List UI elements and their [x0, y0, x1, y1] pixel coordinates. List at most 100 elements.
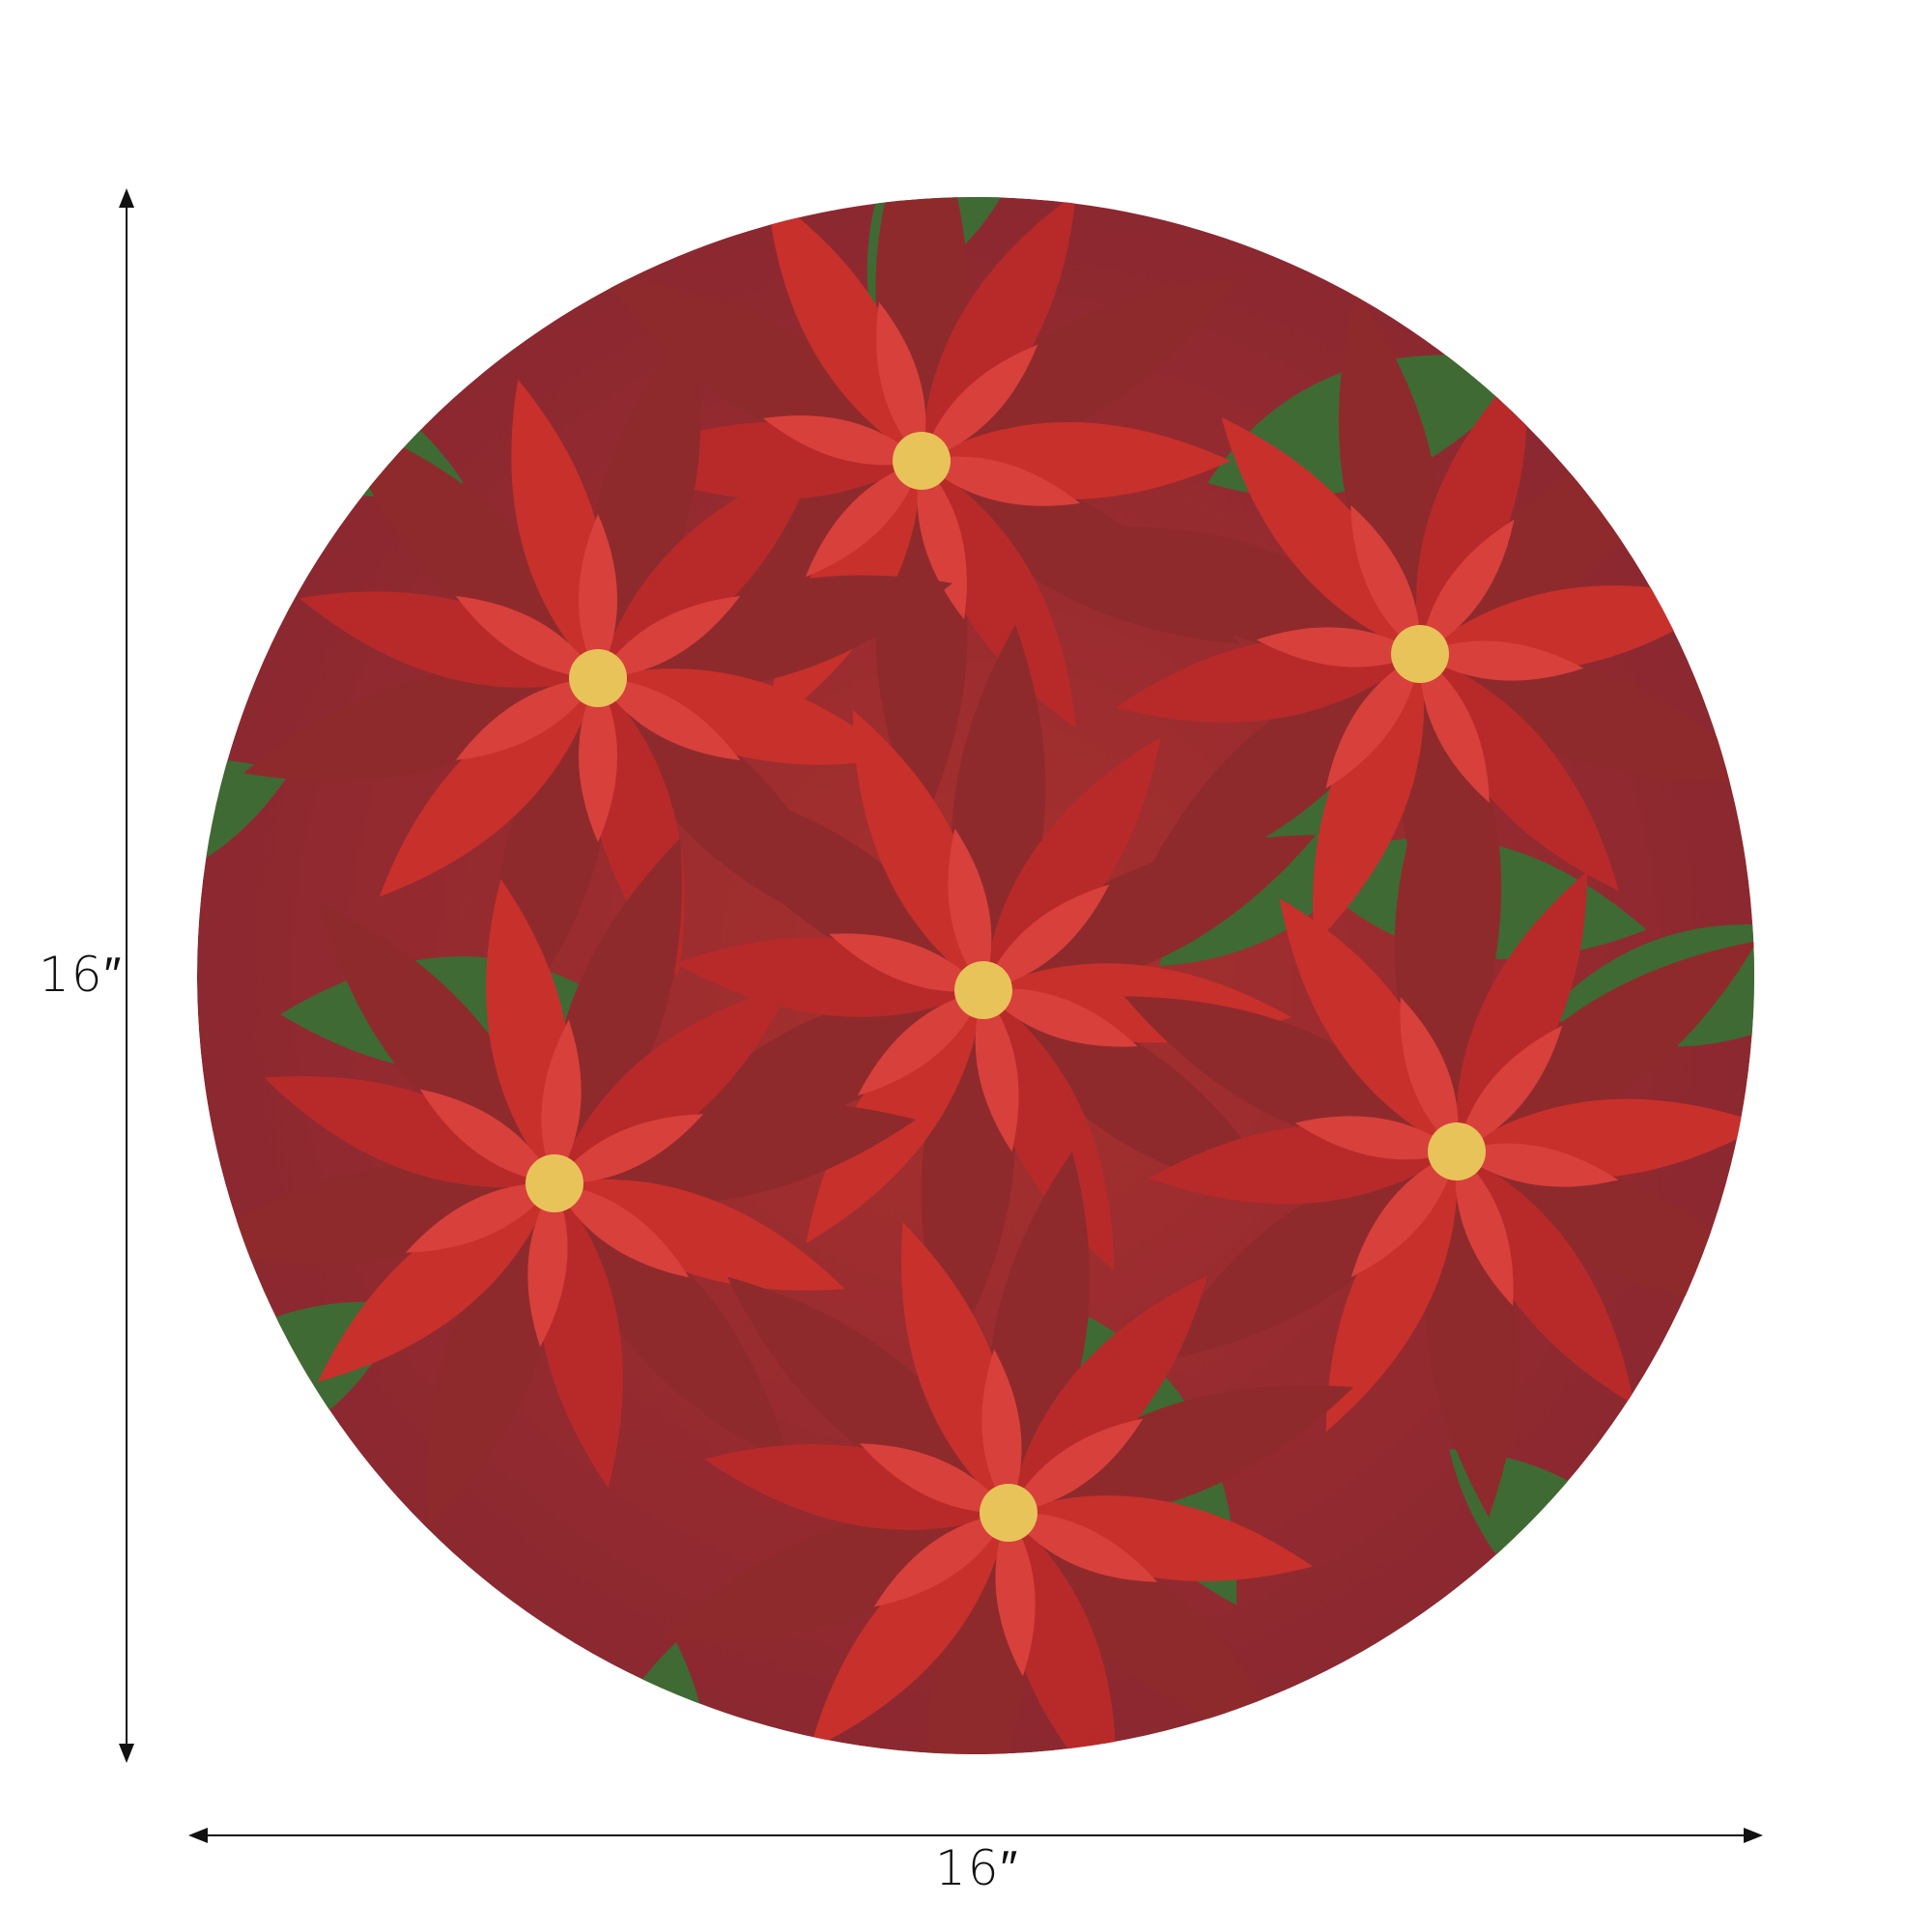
bract — [1325, 654, 1420, 789]
bract — [1256, 627, 1420, 668]
bract — [554, 1114, 704, 1184]
bract — [405, 1182, 554, 1253]
bract — [1457, 941, 1754, 1151]
bract — [554, 984, 792, 1183]
bract — [876, 301, 926, 461]
height-label: 16″ — [39, 947, 124, 1003]
poinsettia-flower — [663, 1151, 1354, 1754]
bract — [1457, 1143, 1619, 1187]
bract — [1138, 654, 1420, 891]
bract — [1009, 1418, 1144, 1513]
bract — [1420, 654, 1619, 892]
bract — [1420, 640, 1584, 681]
bract — [859, 1443, 1009, 1514]
bract — [1419, 654, 1490, 804]
bract — [1294, 1116, 1457, 1160]
bract — [983, 736, 1161, 990]
bract — [541, 1019, 582, 1183]
bract — [1009, 1385, 1354, 1518]
bract — [1155, 1151, 1457, 1362]
bract — [598, 668, 897, 765]
bract — [983, 884, 1110, 990]
width-label: 16″ — [935, 1840, 1020, 1896]
bract — [873, 1513, 1009, 1607]
bract — [829, 933, 983, 992]
bract — [1350, 1151, 1457, 1278]
bract — [726, 1276, 1009, 1513]
bract — [922, 277, 1240, 461]
poinsettia-flower — [1074, 292, 1754, 1016]
bract — [975, 990, 1019, 1152]
bract — [598, 678, 741, 760]
bract — [379, 678, 598, 897]
bract — [603, 277, 922, 461]
flower-center — [980, 1484, 1037, 1542]
bract — [598, 459, 817, 678]
bract — [242, 667, 598, 781]
bract — [1415, 363, 1528, 654]
bract — [1338, 292, 1441, 654]
bract — [1457, 1025, 1563, 1151]
bract — [598, 596, 741, 678]
bract — [1009, 1513, 1291, 1749]
bract — [922, 461, 1240, 644]
bract — [1350, 504, 1421, 654]
bract — [983, 990, 1285, 1201]
bract — [995, 1513, 1036, 1677]
flower-center — [569, 649, 627, 707]
poinsettia-layer — [197, 197, 1754, 1754]
bract — [810, 1513, 1009, 1750]
bract — [1123, 996, 1457, 1153]
bract — [318, 901, 554, 1183]
bract — [1009, 1275, 1208, 1513]
bract — [554, 1179, 845, 1292]
bract — [317, 1183, 554, 1382]
bract — [1009, 1495, 1314, 1581]
bract — [1420, 649, 1754, 781]
bract — [1312, 654, 1425, 945]
bract — [762, 415, 922, 466]
bract — [703, 1444, 1009, 1530]
flower-center — [526, 1154, 583, 1212]
bract — [922, 461, 1076, 729]
bract — [852, 710, 984, 990]
bract — [554, 1183, 690, 1278]
bract — [1420, 519, 1515, 654]
bract — [298, 591, 598, 688]
bract — [550, 838, 682, 1183]
flower-center — [1391, 625, 1449, 683]
bract — [1456, 871, 1588, 1151]
flower-center — [1428, 1122, 1486, 1180]
bract — [338, 418, 598, 678]
poinsettia-flower — [650, 624, 1317, 1356]
placemat — [197, 197, 1754, 1754]
flower-center — [954, 961, 1012, 1019]
poinsettia-flower — [197, 838, 917, 1529]
bract — [264, 1075, 554, 1188]
bract — [527, 1183, 568, 1348]
bract — [554, 1183, 791, 1465]
bract — [767, 197, 922, 461]
bract — [419, 1089, 554, 1183]
bract — [579, 678, 617, 842]
bract — [1400, 997, 1459, 1151]
bract — [1325, 1151, 1458, 1432]
leaf — [1391, 197, 1507, 290]
poinsettia-flower — [1123, 785, 1754, 1518]
bract — [1009, 1512, 1158, 1582]
bract — [805, 461, 922, 578]
bract — [922, 197, 1076, 461]
bract — [427, 1183, 559, 1529]
bract — [922, 456, 1081, 506]
bract — [983, 988, 1138, 1047]
bract — [983, 835, 1317, 992]
poinsettia-flower — [242, 323, 953, 1034]
leaf — [586, 1642, 709, 1754]
bract — [197, 1162, 554, 1265]
bract — [663, 1508, 1009, 1640]
bract — [455, 678, 598, 760]
bract — [598, 575, 953, 690]
bract — [579, 514, 617, 678]
bract — [1074, 526, 1420, 659]
